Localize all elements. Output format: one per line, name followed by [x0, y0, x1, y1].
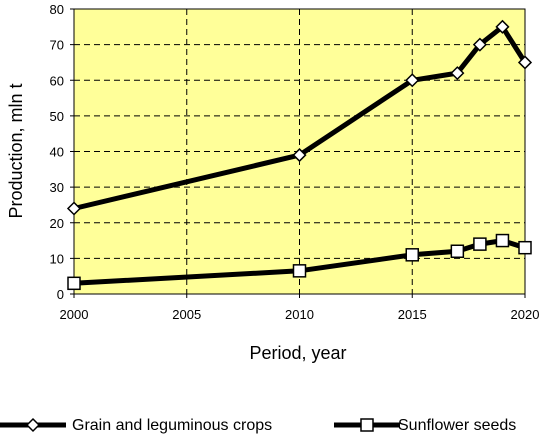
y-tick-label: 40 — [50, 145, 64, 160]
data-point-square — [473, 237, 487, 251]
legend-item-2: Sunflower seeds — [334, 417, 516, 434]
data-point-diamond — [495, 19, 510, 34]
y-tick-label: 30 — [50, 180, 64, 195]
y-axis-title: Production, mln t — [6, 83, 26, 218]
grid-lines — [74, 9, 525, 294]
data-point-diamond — [517, 55, 533, 70]
data-point-diamond — [292, 148, 307, 163]
x-tick-label: 2020 — [511, 307, 540, 322]
series-group — [66, 19, 533, 291]
x-tick-label: 2015 — [398, 307, 427, 322]
data-point-square — [518, 240, 532, 255]
data-point-square — [292, 264, 307, 278]
legend-item-1: Grain and leguminous crops — [0, 417, 272, 434]
x-tick-label: 2000 — [60, 307, 89, 322]
data-point-diamond — [450, 66, 465, 81]
data-point-square — [495, 233, 510, 248]
y-tick-label: 50 — [50, 109, 64, 124]
y-tick-label: 60 — [50, 73, 64, 88]
series-1 — [66, 19, 533, 216]
x-tick-label: 2010 — [285, 307, 314, 322]
y-tick-label: 10 — [50, 251, 64, 266]
y-tick-label: 20 — [50, 216, 64, 231]
x-tick-label: 2005 — [172, 307, 201, 322]
data-point-diamond — [472, 37, 487, 52]
series-2 — [67, 233, 532, 291]
data-point-diamond — [66, 201, 82, 216]
y-tick-label: 70 — [50, 38, 64, 53]
y-axis-ticks: 0 10 20 30 40 50 60 70 80 — [50, 2, 74, 302]
y-tick-label: 0 — [57, 287, 64, 302]
x-axis-ticks: 2000 2005 2010 2015 2020 — [60, 294, 540, 322]
data-point-square — [450, 244, 465, 258]
legend: Grain and leguminous crops Sunflower seed… — [0, 417, 516, 434]
data-point-square — [360, 418, 374, 432]
y-tick-label: 80 — [50, 2, 64, 17]
data-point-square — [67, 276, 81, 291]
data-point-square — [405, 248, 419, 262]
legend-label: Grain and leguminous crops — [72, 417, 272, 434]
data-point-diamond — [405, 73, 420, 88]
legend-label: Sunflower seeds — [398, 417, 516, 434]
data-point-diamond — [25, 417, 41, 433]
x-axis-title: Period, year — [249, 343, 346, 363]
